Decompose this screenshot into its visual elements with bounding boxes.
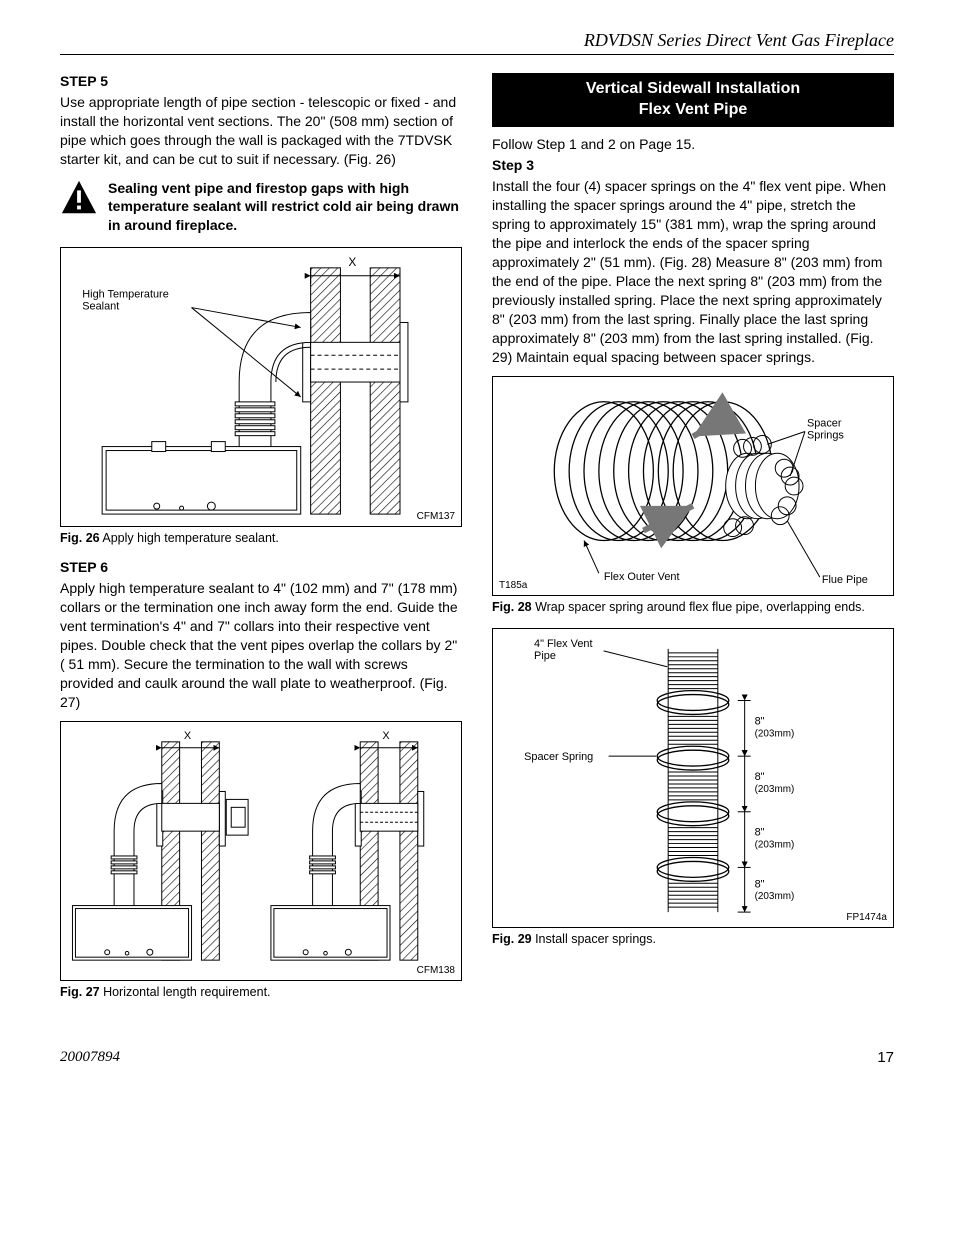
fig27-diagram: X xyxy=(61,722,461,980)
fig28-spacer2: Springs xyxy=(807,430,844,442)
fig27-box: X xyxy=(60,721,462,981)
fig29-d1m: (203mm) xyxy=(755,729,795,740)
bar-line2: Flex Vent Pipe xyxy=(496,100,890,121)
fig29-d2m: (203mm) xyxy=(755,784,795,795)
fig26-cap-b: Fig. 26 xyxy=(60,531,100,545)
header-title: RDVDSN Series Direct Vent Gas Fireplace xyxy=(584,30,894,50)
fig29-flex4b: Pipe xyxy=(534,650,556,662)
warning-row: Sealing vent pipe and firestop gaps with… xyxy=(60,179,462,236)
fig29-d1: 8" xyxy=(755,716,765,728)
fig26-caption: Fig. 26 Apply high temperature sealant. xyxy=(60,531,462,545)
fig27-cap-t: Horizontal length requirement. xyxy=(100,985,271,999)
fig28-cap-b: Fig. 28 xyxy=(492,600,532,614)
fig29-d4: 8" xyxy=(755,879,765,891)
right-column: Vertical Sidewall Installation Flex Vent… xyxy=(492,73,894,1013)
fig27-cap-b: Fig. 27 xyxy=(60,985,100,999)
fig27-caption: Fig. 27 Horizontal length requirement. xyxy=(60,985,462,999)
step3-body: Install the four (4) spacer springs on t… xyxy=(492,177,894,366)
follow-text: Follow Step 1 and 2 on Page 15. xyxy=(492,135,894,154)
fig28-cap-t: Wrap spacer spring around flex flue pipe… xyxy=(532,600,865,614)
fig26-cap-t: Apply high temperature sealant. xyxy=(100,531,279,545)
fig29-box: 4" Flex Vent Pipe Spacer Spring 8" xyxy=(492,628,894,928)
fig26-box: X High Temperature Sealant xyxy=(60,247,462,527)
footer-docnum: 20007894 xyxy=(60,1049,120,1066)
content-columns: STEP 5 Use appropriate length of pipe se… xyxy=(60,73,894,1013)
step3-heading: Step 3 xyxy=(492,157,894,173)
fig27-x2: X xyxy=(382,730,390,742)
footer-page: 17 xyxy=(877,1049,894,1066)
fig29-code: FP1474a xyxy=(846,913,887,923)
left-column: STEP 5 Use appropriate length of pipe se… xyxy=(60,73,462,1013)
fig28-flex: Flex Outer Vent xyxy=(604,572,680,584)
step5-body: Use appropriate length of pipe section -… xyxy=(60,93,462,169)
fig29-d4m: (203mm) xyxy=(755,892,795,903)
fig26-x: X xyxy=(348,255,356,269)
fig27-code: CFM138 xyxy=(417,966,455,976)
step6-heading: STEP 6 xyxy=(60,559,462,575)
warning-icon xyxy=(60,179,98,217)
bar-line1: Vertical Sidewall Installation xyxy=(496,79,890,100)
fig28-code: T185a xyxy=(499,581,527,591)
fig29-cap-b: Fig. 29 xyxy=(492,932,532,946)
fig29-d3m: (203mm) xyxy=(755,840,795,851)
section-bar: Vertical Sidewall Installation Flex Vent… xyxy=(492,73,894,127)
fig27-x1: X xyxy=(184,730,192,742)
fig28-caption: Fig. 28 Wrap spacer spring around flex f… xyxy=(492,600,894,614)
fig28-diagram: Spacer Springs Flex Outer Vent Flue Pipe xyxy=(493,377,893,595)
fig28-flue: Flue Pipe xyxy=(822,574,868,586)
fig29-caption: Fig. 29 Install spacer springs. xyxy=(492,932,894,946)
fig28-box: Spacer Springs Flex Outer Vent Flue Pipe… xyxy=(492,376,894,596)
fig26-code: CFM137 xyxy=(417,512,455,522)
fig29-spacer: Spacer Spring xyxy=(524,752,593,764)
fig29-flex4a: 4" Flex Vent xyxy=(534,638,592,650)
page-header: RDVDSN Series Direct Vent Gas Fireplace xyxy=(60,30,894,55)
fig28-spacer1: Spacer xyxy=(807,418,842,430)
fig26-seal1: High Temperature xyxy=(82,289,169,301)
fig29-d3: 8" xyxy=(755,827,765,839)
fig26-seal2: Sealant xyxy=(82,301,119,313)
page-footer: 20007894 17 xyxy=(60,1049,894,1066)
fig29-d2: 8" xyxy=(755,771,765,783)
warning-text: Sealing vent pipe and firestop gaps with… xyxy=(108,179,462,236)
fig29-cap-t: Install spacer springs. xyxy=(532,932,656,946)
fig26-diagram: X High Temperature Sealant xyxy=(61,248,461,526)
fig29-diagram: 4" Flex Vent Pipe Spacer Spring 8" xyxy=(493,629,893,927)
step5-heading: STEP 5 xyxy=(60,73,462,89)
step6-body: Apply high temperature sealant to 4" (10… xyxy=(60,579,462,711)
